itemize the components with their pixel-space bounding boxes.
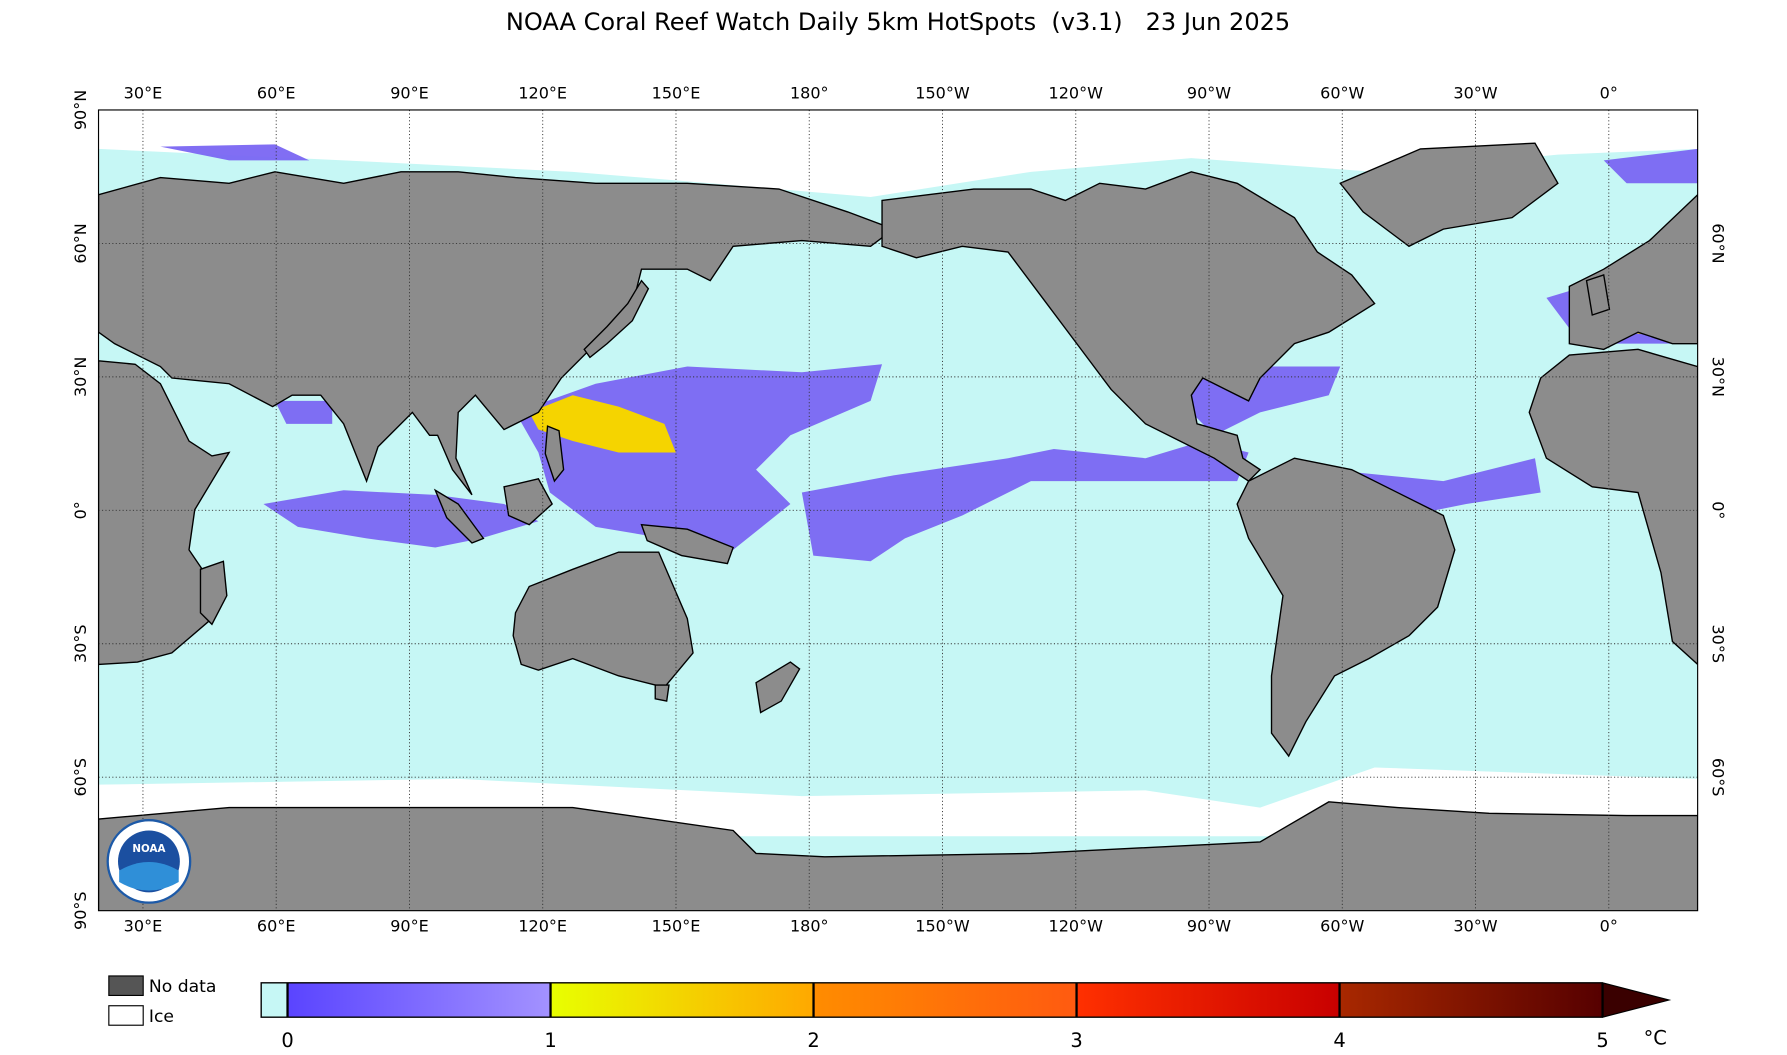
lon-tick-label: 60°E (257, 916, 296, 935)
land (98, 142, 1698, 911)
lon-tick-label: 60°E (257, 84, 296, 103)
eurasia (98, 171, 895, 496)
title: NOAA Coral Reef Watch Daily 5km HotSpots… (506, 8, 1290, 36)
logo-text: NOAA (132, 843, 165, 855)
antarctica (98, 801, 1698, 911)
noaa-logo: NOAA (106, 819, 192, 904)
lon-tick-label: 120°W (1049, 916, 1104, 935)
lon-tick-label: 150°E (652, 84, 701, 103)
lon-tick-label: 30°W (1453, 916, 1497, 935)
hotspot-area (801, 441, 1249, 562)
colorbar-tick-label: 0 (281, 1029, 293, 1052)
lat-tick-label: 30°N (1709, 357, 1728, 397)
lon-tick-label: 30°E (124, 916, 163, 935)
lat-tick-label: 30°N (71, 357, 90, 397)
lat-tick-label: 0° (71, 501, 90, 519)
lat-tick-label: 30°S (71, 624, 90, 663)
colorbar-segment (814, 982, 1077, 1018)
lon-tick-label: 120°E (518, 84, 567, 103)
map-body (98, 109, 1698, 911)
colorbar-tick-label: 3 (1070, 1029, 1082, 1052)
lon-tick-label: 90°W (1187, 84, 1231, 103)
colorbar-tick-label: 5 (1596, 1029, 1608, 1052)
colorbar-tick-label: 2 (807, 1029, 819, 1052)
north-america (881, 171, 1376, 482)
lat-tick-label: 60°N (71, 223, 90, 263)
lon-tick-label: 150°E (652, 916, 701, 935)
new-guinea (640, 523, 735, 565)
lat-tick-label: 60°N (1709, 223, 1728, 263)
lon-tick-label: 90°E (390, 84, 429, 103)
colorbar-tick-label: 4 (1333, 1029, 1345, 1052)
lon-tick-label: 120°E (518, 916, 567, 935)
new-zealand (755, 661, 801, 714)
australia (512, 551, 694, 689)
sumatra (433, 488, 485, 544)
south-america (1236, 457, 1456, 758)
lon-tick-label: 0° (1600, 916, 1618, 935)
colorbar-segment (287, 982, 551, 1018)
lon-tick-label: 120°W (1049, 84, 1104, 103)
colorbar-tick-label: 1 (544, 1029, 556, 1052)
no-data-swatch (108, 975, 144, 997)
britain (1585, 274, 1611, 316)
lon-tick-label: 150°W (915, 916, 970, 935)
lat-tick-label: 90°S (71, 891, 90, 930)
hotspot-area (274, 400, 333, 424)
hotspot-area (1603, 148, 1698, 184)
africa-west (1528, 348, 1698, 666)
legend-label: Ice (149, 1007, 174, 1027)
lat-tick-label: 0° (1709, 501, 1728, 519)
lon-tick-label: 0° (1600, 84, 1618, 103)
lat-tick-label: 60°S (71, 758, 90, 797)
ice-swatch (108, 1005, 144, 1026)
arctic-ice (98, 109, 1698, 198)
colorbar-segment (550, 982, 815, 1018)
colorbar-extend (1601, 982, 1672, 1018)
hotspot-area (529, 395, 676, 453)
greenland (1339, 142, 1559, 248)
lon-tick-label: 90°E (390, 916, 429, 935)
lat-tick-label: 90°N (71, 90, 90, 130)
hotspot-area (160, 144, 310, 161)
colorbar-segment (1076, 982, 1341, 1018)
lon-tick-label: 150°W (915, 84, 970, 103)
colorbar-segment (1340, 982, 1603, 1018)
lat-tick-label: 60°S (1709, 758, 1728, 797)
tasmania (654, 684, 670, 702)
colorbar-segment (261, 982, 288, 1018)
colorbar-unit: °C (1644, 1027, 1667, 1050)
lon-tick-label: 30°W (1453, 84, 1497, 103)
philippines (544, 425, 565, 483)
madagascar (199, 560, 228, 626)
lon-tick-label: 30°E (124, 84, 163, 103)
lon-tick-label: 90°W (1187, 916, 1231, 935)
japan (583, 279, 650, 359)
map-frame (97, 109, 1699, 912)
lon-tick-label: 180° (790, 916, 829, 935)
lon-tick-label: 60°W (1320, 84, 1364, 103)
legend-label: No data (149, 977, 217, 997)
lat-tick-label: 30°S (1709, 624, 1728, 663)
colorbar-frame (260, 982, 1603, 1018)
lon-tick-label: 60°W (1320, 916, 1364, 935)
graticule (98, 109, 1698, 911)
colorbar: °C 0 1 2 3 4 5 (260, 982, 1672, 1052)
logo-wave (119, 861, 179, 891)
lon-tick-label: 180° (790, 84, 829, 103)
